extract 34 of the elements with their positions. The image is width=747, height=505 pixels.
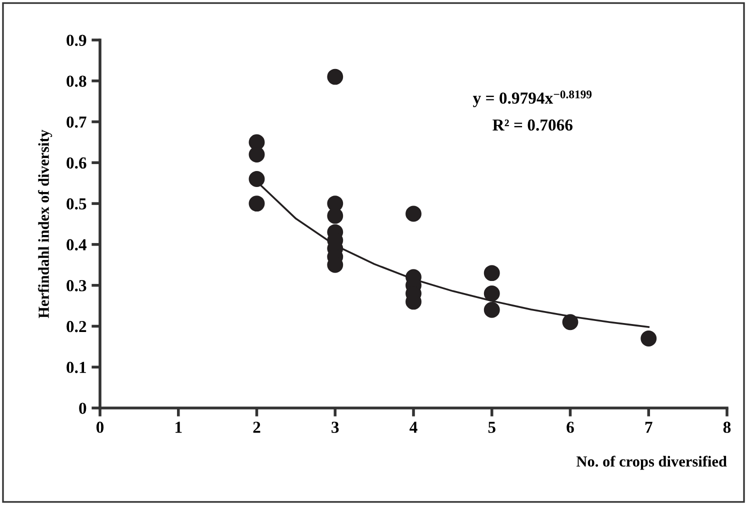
y-tick-label: 0 (79, 402, 86, 414)
x-tick-label: 4 (410, 422, 418, 433)
point (327, 68, 344, 85)
point (248, 146, 265, 162)
x-tick-label: 6 (566, 422, 574, 433)
point (484, 265, 500, 282)
y-axis-title: Herfindahl index of diversity (38, 130, 52, 318)
point (327, 208, 344, 224)
y-tick-label: 0.4 (66, 239, 86, 250)
point (248, 171, 265, 187)
point (484, 286, 500, 302)
point (484, 302, 500, 318)
annotation: y = 0.9794x$^{−0.8199}$ (472, 90, 592, 108)
y-tick-label: 0.5 (66, 198, 86, 210)
x-tick-label: 3 (332, 422, 339, 433)
y-tick-label: 0.3 (66, 280, 86, 292)
x-axis-title: No. of crops diversified (576, 456, 727, 470)
x-tick-label: 1 (176, 422, 182, 433)
point (562, 314, 578, 330)
y-tick-label: 0.8 (66, 76, 86, 87)
y-tick-label: 0.2 (66, 320, 86, 332)
x-tick-label: 8 (723, 422, 731, 433)
y-tick-label: 0.1 (66, 362, 86, 374)
point (248, 196, 265, 212)
annotation: R² = 0.7066 (492, 119, 572, 131)
y-tick-label: 0.6 (66, 157, 86, 169)
x-tick-label: 0 (96, 422, 104, 433)
y-tick-label: 0.7 (66, 116, 86, 128)
y-tick-label: 0.9 (66, 34, 86, 46)
x-tick-label: 2 (253, 422, 260, 433)
x-tick-label: 5 (488, 422, 496, 433)
point (406, 206, 422, 222)
x-tick-label: 7 (645, 422, 652, 433)
point (640, 330, 657, 346)
